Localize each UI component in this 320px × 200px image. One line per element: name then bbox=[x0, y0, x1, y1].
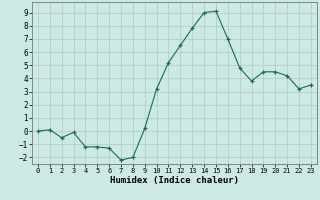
X-axis label: Humidex (Indice chaleur): Humidex (Indice chaleur) bbox=[110, 176, 239, 185]
